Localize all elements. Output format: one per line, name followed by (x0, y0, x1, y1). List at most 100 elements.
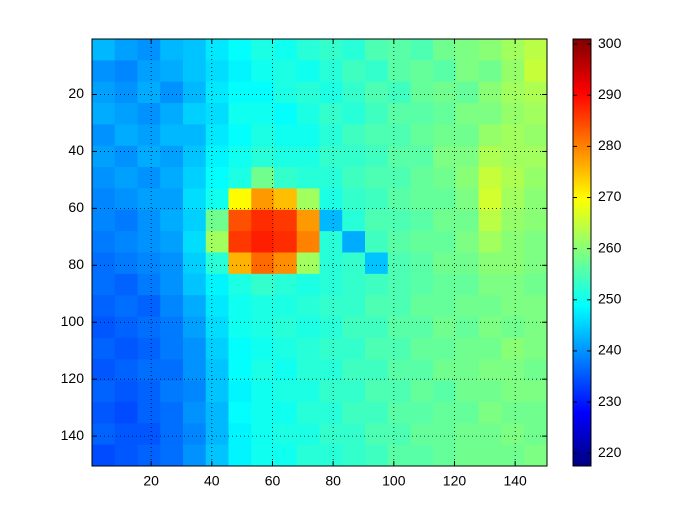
heatmap-cell (296, 124, 320, 147)
heatmap-cell (478, 124, 502, 147)
heatmap-cell (387, 295, 411, 318)
heatmap-cell (251, 188, 275, 211)
heatmap-cell (205, 444, 229, 467)
heatmap-cell (387, 145, 411, 168)
colorbar (572, 38, 592, 467)
heatmap-cell (387, 39, 411, 61)
heatmap-cell (296, 273, 320, 296)
colorbar-tick-label: 260 (598, 239, 622, 255)
heatmap-cell (478, 359, 502, 382)
heatmap-cell (205, 401, 229, 424)
heatmap-cell (456, 380, 480, 403)
heatmap-cell (501, 103, 525, 125)
heatmap-cell (137, 124, 161, 147)
heatmap-cell (296, 380, 320, 403)
colorbar-tick-label: 290 (598, 86, 622, 102)
heatmap-cell (342, 167, 366, 189)
heatmap-cell (228, 60, 252, 83)
heatmap-cell (114, 188, 138, 211)
heatmap-cell (160, 81, 184, 104)
heatmap-cell (228, 231, 252, 253)
heatmap-cell (92, 444, 116, 467)
heatmap-cell (274, 81, 298, 104)
heatmap-cell (183, 103, 207, 125)
heatmap-cell (319, 316, 343, 339)
heatmap-cell (160, 124, 184, 147)
heatmap-cell (92, 273, 116, 296)
heatmap-cell (456, 39, 480, 61)
heatmap-cell (387, 81, 411, 104)
heatmap-cell (456, 295, 480, 318)
y-tick-label: 60 (68, 199, 84, 215)
heatmap-cell (524, 209, 548, 232)
heatmap-cell (319, 444, 343, 467)
heatmap-cell (160, 295, 184, 318)
heatmap-cell (387, 273, 411, 296)
heatmap-cell (274, 60, 298, 83)
heatmap-cell (387, 359, 411, 382)
heatmap-cell (319, 81, 343, 104)
colorbar-tick-label: 230 (598, 393, 622, 409)
heatmap-cell (524, 273, 548, 296)
heatmap-cell (456, 401, 480, 424)
heatmap-cell (160, 209, 184, 232)
heatmap-cell (137, 60, 161, 83)
heatmap-cell (251, 252, 275, 275)
heatmap-cell (183, 209, 207, 232)
heatmap-cell (92, 60, 116, 83)
heatmap-cell (342, 81, 366, 104)
heatmap-cell (228, 295, 252, 318)
heatmap-cell (296, 60, 320, 83)
heatmap-cell (478, 209, 502, 232)
heatmap-cell (205, 209, 229, 232)
y-tick-label: 80 (68, 256, 84, 272)
heatmap-cell (274, 295, 298, 318)
heatmap-cell (433, 103, 457, 125)
heatmap-cell (160, 231, 184, 253)
heatmap-cell (274, 337, 298, 360)
heatmap-cell (410, 337, 434, 360)
heatmap-cell (160, 103, 184, 125)
heatmap-cell (365, 145, 389, 168)
heatmap-cell (478, 145, 502, 168)
heatmap-cell (296, 188, 320, 211)
heatmap-cell (456, 103, 480, 125)
heatmap-cell (274, 273, 298, 296)
heatmap-cell (410, 209, 434, 232)
heatmap-cell (92, 337, 116, 360)
heatmap-cell (251, 167, 275, 189)
heatmap-cell (501, 252, 525, 275)
heatmap-cell (274, 124, 298, 147)
heatmap-cell (137, 337, 161, 360)
heatmap-cell (228, 273, 252, 296)
heatmap-cell (205, 337, 229, 360)
heatmap-cell (365, 81, 389, 104)
heatmap-cell (274, 167, 298, 189)
heatmap-cell (433, 145, 457, 168)
heatmap-cell (92, 188, 116, 211)
heatmap-cell (478, 295, 502, 318)
heatmap-cell (365, 316, 389, 339)
heatmap-cell (137, 401, 161, 424)
heatmap-cell (456, 423, 480, 446)
heatmap-cell (205, 188, 229, 211)
heatmap-cell (478, 316, 502, 339)
heatmap-cell (501, 380, 525, 403)
heatmap-cell (92, 252, 116, 275)
heatmap-cell (433, 167, 457, 189)
heatmap-cell (410, 231, 434, 253)
heatmap-cell (342, 231, 366, 253)
heatmap-cell (501, 39, 525, 61)
heatmap-cell (205, 81, 229, 104)
heatmap-cell (251, 145, 275, 168)
heatmap-cell (342, 103, 366, 125)
heatmap-cell (524, 401, 548, 424)
heatmap-cell (365, 167, 389, 189)
heatmap-cell (478, 39, 502, 61)
heatmap-cell (183, 337, 207, 360)
heatmap-cell (524, 359, 548, 382)
heatmap-cell (296, 167, 320, 189)
heatmap-cell (342, 188, 366, 211)
heatmap-cell (524, 167, 548, 189)
